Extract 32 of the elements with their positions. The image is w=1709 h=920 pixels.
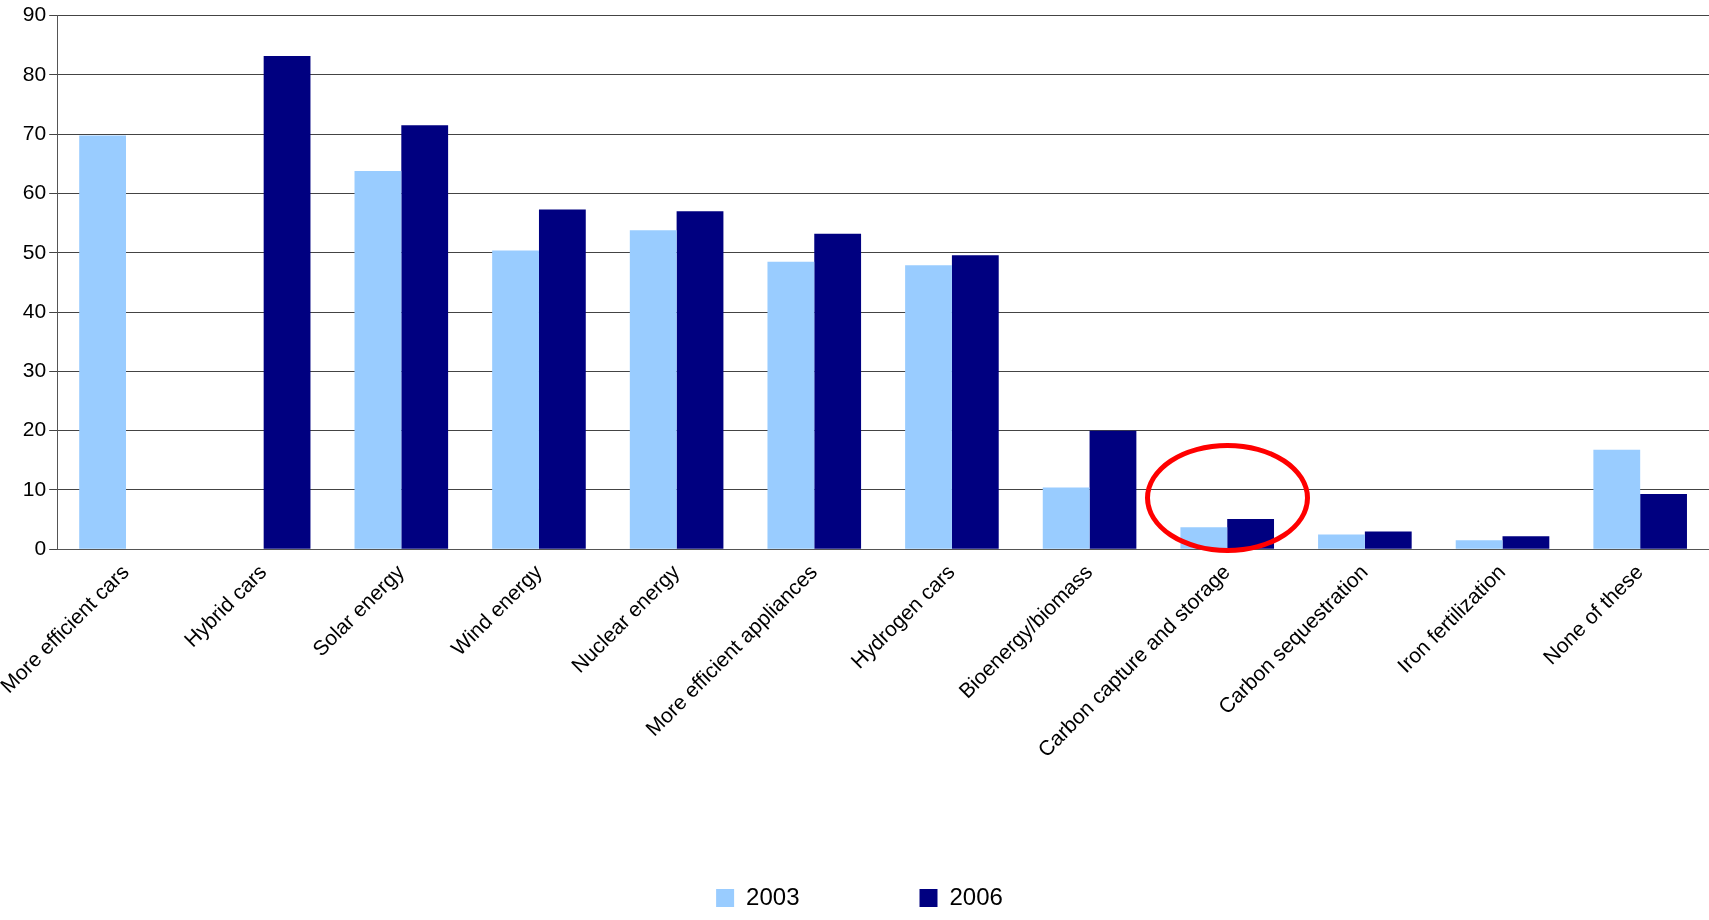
y-tick-label: 90 [22, 2, 47, 26]
bar [1089, 430, 1137, 549]
y-tick-label: 70 [22, 120, 47, 144]
legend-label: 2006 [949, 882, 1003, 910]
bar [354, 170, 402, 549]
y-tick-label: 10 [22, 476, 47, 500]
bar [1455, 540, 1503, 549]
y-tick-label: 80 [22, 61, 47, 85]
y-tick-label: 0 [34, 536, 47, 560]
bar [905, 265, 952, 549]
bar [79, 135, 127, 549]
bar [1593, 449, 1641, 549]
bar [1502, 536, 1550, 549]
bar [1318, 534, 1365, 549]
bar [401, 125, 449, 549]
bar [1640, 494, 1687, 549]
bar [1364, 531, 1412, 549]
y-tick-label: 60 [22, 180, 47, 204]
y-tick-label: 20 [22, 417, 47, 441]
y-tick-label: 40 [22, 298, 47, 322]
bar [676, 211, 724, 549]
bar [767, 261, 815, 549]
bar [951, 255, 999, 549]
bar [1042, 487, 1090, 549]
bar [814, 233, 862, 549]
bar [492, 250, 539, 549]
bar [538, 209, 586, 549]
legend-label: 2003 [746, 882, 800, 910]
bar [263, 55, 311, 549]
bar [629, 230, 677, 549]
y-tick-label: 50 [22, 239, 47, 263]
y-tick-label: 30 [22, 358, 47, 382]
